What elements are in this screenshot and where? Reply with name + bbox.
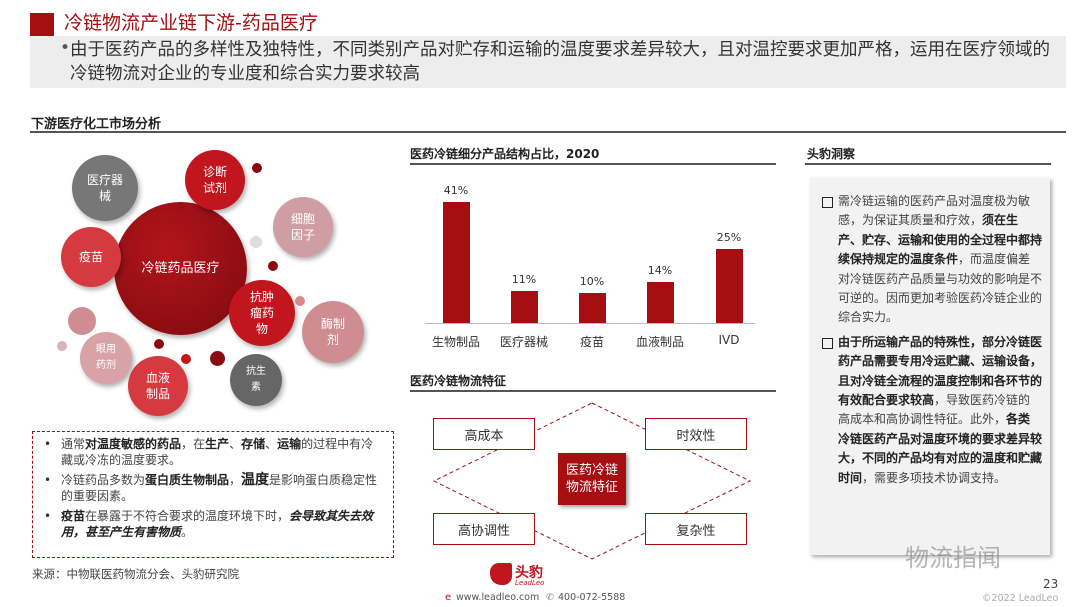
text-bold-italic: 会导致其失去效用，甚至产生有害物质 [61, 509, 374, 539]
category-label: IVD [718, 333, 740, 347]
page-title: 冷链物流产业链下游-药品医疗 [64, 12, 318, 34]
feature-timeliness: 时效性 [645, 418, 747, 450]
feature-coordination: 高协调性 [433, 513, 535, 545]
decor-dot [252, 163, 262, 173]
text-bold: 运输 [277, 437, 302, 451]
decor-dot [68, 307, 96, 335]
text: 通常 [61, 437, 86, 451]
decor-dot [181, 354, 191, 364]
text-bold: 生产 [205, 437, 230, 451]
text-bold: 对温度敏感的药品 [85, 437, 182, 451]
chart-title: 医药冷链细分产品结构占比，2020 [410, 147, 600, 161]
text: ，导致医药冷链的高成本和高协调性特征。此外， [838, 393, 1031, 427]
text: 是影响蛋白质稳定性的重要因素。 [61, 473, 378, 503]
decor-dot [295, 296, 305, 306]
logo-en: LeadLeo [515, 579, 545, 587]
value-label: 14% [647, 263, 673, 277]
category-label: 疫苗 [579, 335, 604, 349]
bar-1 [511, 290, 538, 323]
text-bold: 由于所运输产品的特殊性，部分冷链医药产品需要专用冷运贮藏、运输设备，且对冷链全流… [838, 334, 1043, 408]
bullet: • [60, 38, 71, 58]
bubble-antibiotic: 抗生素 [230, 354, 282, 406]
chart-divider [410, 163, 776, 165]
text-bold: 温度 [241, 472, 270, 488]
phone-number: 400-072-5588 [558, 592, 626, 603]
bubble-eye: 眼用药剂 [80, 332, 132, 384]
text: 、 [229, 437, 242, 451]
bar-0 [443, 202, 470, 323]
text: 在暴露于不符合要求的温度环境下时， [85, 509, 290, 523]
bubble-diagnostic: 诊断试剂 [185, 150, 245, 210]
feature-complexity: 复杂性 [645, 513, 747, 545]
decor-dot [57, 341, 67, 351]
insight-title: 头豹洞察 [807, 147, 856, 161]
summary-text: 由于医药产品的多样性及独特性，不同类别产品对贮存和运输的温度要求差异较大，且对温… [70, 40, 1050, 84]
web-icon: e [445, 592, 452, 603]
bubble-blood: 血液制品 [128, 356, 188, 416]
bubble-vaccine: 疫苗 [61, 227, 121, 287]
section-divider [30, 131, 1066, 133]
notes-box: 通常对温度敏感的药品，在生产、存储、运输的过程中有冷藏或冷冻的温度要求。 冷链药… [32, 431, 394, 558]
decor-dot [268, 261, 278, 271]
insight-paragraph: 需冷链运输的医药产品对温度极为敏感，为保证其质量和疗效，须在生产、贮存、运输和使… [822, 192, 1042, 328]
feature-center: 医药冷链物流特征 [558, 453, 626, 505]
bar-3 [647, 281, 674, 323]
bubble-medical-devices: 医疗器械 [72, 155, 138, 221]
value-label: 41% [443, 184, 469, 197]
category-label: 医疗器械 [499, 335, 548, 349]
bubble-center: 冷链药品医疗 [114, 202, 247, 335]
feature-high-cost: 高成本 [433, 418, 535, 450]
value-label: 10% [579, 275, 605, 289]
logo-cn: 头豹 [515, 565, 543, 581]
text-bold: 须在生产、贮存、运输和使用的全过程中都持续保持规定的温度条件 [838, 213, 1043, 267]
bubble-antitumor: 抗肿瘤药物 [229, 280, 295, 346]
leadleo-logo-icon [490, 563, 512, 585]
section-title-market: 下游医疗化工市场分析 [31, 117, 162, 132]
text: 。 [181, 525, 194, 539]
text-bold: 蛋白质生物制品 [145, 473, 230, 487]
text: 冷链药品多数为 [61, 473, 146, 487]
features-connector [432, 402, 752, 560]
decor-dot [250, 236, 262, 248]
category-label: 血液制品 [635, 335, 684, 349]
phone-icon: ✆ [546, 592, 554, 603]
website-link[interactable]: www.leadleo.com [456, 592, 540, 603]
decor-dot [154, 339, 164, 349]
text-bold: 各类冷链医药产品对温度环境的要求差异较大，不同的产品均有对应的温度和贮藏时间 [838, 412, 1043, 485]
features-title: 医药冷链物流特征 [410, 374, 507, 388]
x-axis [425, 323, 755, 324]
note-item: 疫苗在暴露于不符合要求的温度环境下时，会导致其失去效用，甚至产生有害物质。 [41, 508, 385, 540]
text: ，在 [181, 437, 206, 451]
text-bold: 疫苗 [61, 509, 86, 523]
text: ，而温度偏差对冷链医药产品质量与功效的影响是不可逆的。因而更加考验医药冷链企业的… [838, 252, 1043, 325]
insight-paragraph: 由于所运输产品的特殊性，部分冷链医药产品需要专用冷运贮藏、运输设备，且对冷链全流… [822, 333, 1042, 488]
bubble-enzyme: 酶制剂 [302, 301, 364, 363]
text: ， [229, 473, 242, 487]
category-label: 生物制品 [431, 335, 480, 349]
summary-band: • 由于医药产品的多样性及独特性，不同类别产品对贮存和运输的温度要求差异较大，且… [30, 36, 1066, 88]
source-note: 来源：中物联医药物流分会、头豹研究院 [32, 567, 239, 581]
features-divider [410, 390, 776, 392]
value-label: 11% [511, 272, 537, 286]
text-bold: 存储 [241, 437, 266, 451]
title-marker [30, 13, 54, 39]
copyright: ©2022 LeadLeo [982, 593, 1059, 604]
bar-2 [579, 293, 606, 323]
bubble-cytokine: 细胞因子 [273, 197, 333, 257]
bar-4 [716, 249, 743, 323]
text: 、 [265, 437, 278, 451]
text: 的过程中有冷藏或冷冻的温度要求。 [61, 437, 374, 467]
text: ，需要多项技术协调支持。 [862, 470, 1007, 485]
note-item: 通常对温度敏感的药品，在生产、存储、运输的过程中有冷藏或冷冻的温度要求。 [41, 436, 385, 468]
insight-box: 需冷链运输的医药产品对温度极为敏感，为保证其质量和疗效，须在生产、贮存、运输和使… [810, 178, 1050, 555]
note-item: 冷链药品多数为蛋白质生物制品，温度是影响蛋白质稳定性的重要因素。 [41, 472, 385, 504]
insight-divider [805, 163, 1051, 165]
watermark: 物流指闻 [905, 544, 1001, 572]
page-number: 23 [1043, 577, 1059, 591]
text: 需冷链运输的医药产品对温度极为敏感，为保证其质量和疗效， [838, 194, 1031, 228]
value-label: 25% [716, 231, 742, 245]
decor-dot [210, 351, 225, 366]
